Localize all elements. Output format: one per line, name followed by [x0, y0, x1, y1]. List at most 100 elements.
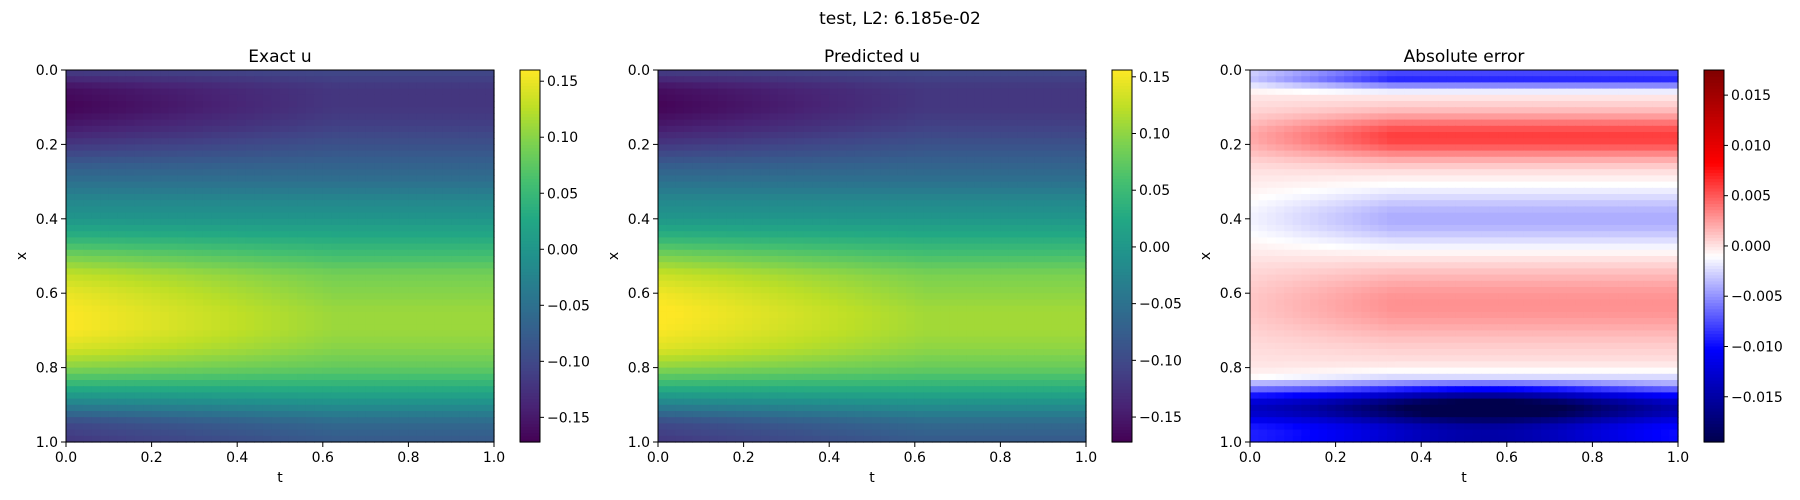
heatmap-cell — [1060, 76, 1070, 83]
heatmap-cell — [735, 218, 745, 226]
heatmap-cell — [442, 386, 452, 393]
heatmap-cell — [194, 373, 204, 381]
heatmap-cell — [717, 132, 728, 139]
heatmap-cell — [949, 181, 959, 189]
heatmap-cell — [416, 156, 427, 164]
heatmap-cell — [940, 119, 950, 127]
heatmap-cell — [254, 311, 264, 319]
heatmap-cell — [331, 206, 341, 214]
heatmap-cell — [314, 299, 324, 307]
heatmap-cell — [280, 163, 290, 170]
heatmap-cell — [254, 274, 264, 282]
heatmap-cell — [1051, 107, 1061, 114]
heatmap-cell — [897, 82, 907, 90]
heatmap-cell — [854, 132, 865, 139]
heatmap-cell — [305, 107, 315, 114]
heatmap-cell — [906, 156, 916, 164]
heatmap-cell — [863, 88, 873, 96]
colorbar-0: 0.150.100.050.00−0.05−0.10−0.15 — [519, 69, 590, 443]
heatmap-cell — [974, 88, 984, 96]
heatmap-cell — [288, 175, 298, 183]
heatmap-cell — [74, 107, 84, 114]
heatmap-cell — [717, 268, 728, 276]
heatmap-cell — [794, 156, 805, 164]
heatmap-cell — [399, 231, 409, 238]
heatmap-cell — [262, 138, 273, 145]
heatmap-cell — [974, 101, 984, 108]
colorbar-segment — [520, 91, 540, 96]
heatmap-cell — [211, 330, 221, 338]
heatmap-cell — [245, 417, 255, 424]
heatmap-cell — [863, 274, 873, 282]
heatmap-cell — [143, 256, 153, 263]
heatmap-cell — [117, 82, 127, 90]
heatmap-cell — [897, 113, 907, 121]
heatmap-cell — [1060, 200, 1070, 207]
heatmap-cell — [846, 169, 856, 176]
heatmap-cell — [91, 305, 101, 313]
heatmap-cell — [906, 88, 916, 96]
heatmap-cell — [108, 225, 118, 232]
heatmap-cell — [66, 423, 76, 431]
heatmap-cell — [202, 138, 213, 145]
heatmap-cell — [408, 342, 418, 350]
heatmap-cell — [339, 336, 350, 344]
heatmap-cell — [228, 355, 238, 362]
heatmap-cell — [297, 200, 307, 207]
heatmap-cell — [675, 262, 685, 269]
heatmap-cell — [666, 113, 676, 121]
heatmap-cell — [220, 187, 230, 195]
heatmap-cell — [237, 311, 247, 319]
heatmap-cell — [717, 194, 728, 201]
heatmap-cell — [743, 132, 753, 139]
heatmap-cell — [245, 367, 255, 375]
heatmap-cell — [125, 225, 136, 232]
heatmap-cell — [245, 287, 255, 294]
heatmap-cell — [726, 268, 736, 276]
heatmap-cell — [399, 324, 409, 331]
heatmap-cell — [717, 113, 728, 121]
heatmap-cell — [743, 256, 753, 263]
heatmap-cell — [700, 287, 710, 294]
heatmap-cell — [949, 280, 959, 288]
heatmap-cell — [803, 237, 813, 245]
heatmap-cell — [357, 268, 367, 276]
heatmap-cell — [675, 249, 685, 257]
heatmap-cell — [108, 373, 118, 381]
heatmap-cell — [459, 423, 469, 431]
heatmap-cell — [1051, 231, 1061, 238]
heatmap-cell — [425, 411, 435, 418]
heatmap-cell — [339, 361, 350, 369]
colorbar-segment — [520, 318, 540, 322]
heatmap-cell — [794, 107, 805, 114]
heatmap-cell — [416, 225, 427, 232]
heatmap-cell — [485, 435, 495, 443]
heatmap-cell — [675, 293, 685, 300]
heatmap-cell — [194, 380, 204, 387]
heatmap-cell — [83, 268, 93, 276]
heatmap-cell — [1034, 169, 1044, 176]
heatmap-cell — [434, 200, 444, 207]
heatmap-cell — [1077, 212, 1087, 220]
heatmap-cell — [476, 70, 487, 77]
heatmap-cell — [700, 280, 710, 288]
heatmap-cell — [459, 429, 469, 437]
heatmap-cell — [459, 386, 469, 393]
heatmap-cell — [803, 287, 813, 294]
heatmap-cell — [1026, 163, 1036, 170]
heatmap-cell — [254, 305, 264, 313]
heatmap-cell — [425, 187, 435, 195]
heatmap-cell — [692, 218, 702, 226]
heatmap-cell — [812, 187, 822, 195]
heatmap-cell — [331, 367, 341, 375]
heatmap-cell — [348, 187, 358, 195]
heatmap-cell — [357, 367, 367, 375]
heatmap-cell — [658, 187, 668, 195]
heatmap-cell — [906, 76, 916, 83]
heatmap-cell — [399, 249, 409, 257]
heatmap-cell — [399, 392, 409, 400]
heatmap-cell — [425, 88, 435, 96]
heatmap-cell — [314, 386, 324, 393]
heatmap-cell — [117, 206, 127, 214]
heatmap-cell — [949, 169, 959, 176]
